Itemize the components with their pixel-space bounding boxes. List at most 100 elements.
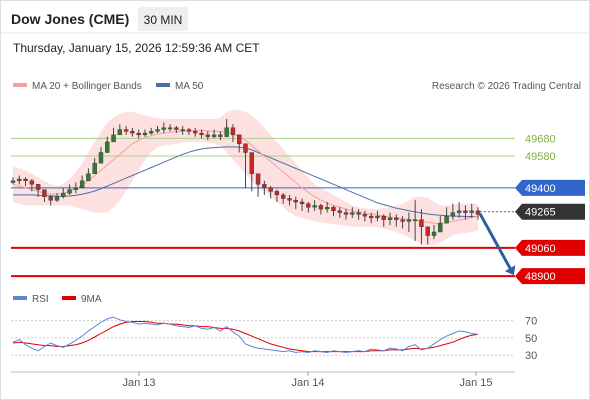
candle-body: [324, 207, 330, 210]
candle-body: [186, 129, 192, 132]
candle-body: [86, 173, 91, 181]
candle-body: [350, 212, 355, 215]
candle-body: [387, 217, 393, 220]
candle-body: [180, 129, 185, 131]
price-levels: [11, 137, 515, 278]
candle-body: [224, 127, 229, 137]
candle-body: [262, 184, 267, 189]
candle-body: [193, 131, 198, 134]
candle-body: [29, 180, 35, 185]
rsi-legend-label: RSI: [32, 294, 49, 305]
candle-body: [337, 210, 342, 213]
candle-body: [331, 207, 336, 212]
candle-body: [444, 215, 449, 224]
level-tag-48900: [515, 268, 585, 285]
x-tick-label: Jan 14: [291, 377, 324, 389]
level-label-49680: 49680: [525, 133, 556, 145]
interval-badge: 30 MIN: [144, 13, 183, 27]
copyright: Research © 2026 Trading Central: [432, 81, 581, 92]
candle-body: [356, 212, 361, 215]
ma50-legend-label: MA 50: [175, 81, 204, 92]
candle-body: [117, 129, 123, 136]
ma20-legend-swatch: [13, 83, 27, 87]
candle-body: [98, 152, 104, 164]
candle-body: [73, 187, 79, 190]
candle-body: [463, 210, 468, 213]
bollinger-bands: [13, 110, 478, 246]
instrument-title: Dow Jones (CME): [11, 11, 129, 27]
candle-body: [105, 141, 110, 153]
candle-body: [306, 203, 311, 208]
level-label-49580: 49580: [525, 151, 556, 163]
candle-body: [299, 201, 305, 204]
timestamp: Thursday, January 15, 2026 12:59:36 AM C…: [13, 41, 260, 55]
forecast-arrow-shaft: [478, 212, 512, 269]
rsi-line: [12, 316, 479, 354]
candle-body: [368, 215, 374, 219]
candle-body: [61, 192, 66, 197]
candle-body: [54, 196, 60, 201]
candle-body: [67, 189, 72, 194]
candle-body: [142, 132, 148, 136]
candle-body: [243, 143, 248, 153]
level-label-48900: 48900: [525, 271, 556, 283]
rsi-tick-label-30: 30: [525, 350, 537, 362]
rsi-legend-swatch: [13, 296, 27, 300]
candle-body: [268, 187, 273, 192]
candles: [10, 118, 481, 245]
candle-body: [123, 129, 129, 132]
candle-body: [249, 152, 254, 174]
candle-body: [287, 198, 292, 201]
candle-body: [79, 180, 85, 189]
candle-body: [255, 173, 261, 185]
level-label-49265: 49265: [525, 207, 556, 219]
candle-body: [343, 212, 349, 215]
candle-body: [450, 212, 456, 217]
candle-body: [48, 196, 53, 201]
candle-body: [10, 180, 16, 183]
level-label-49060: 49060: [525, 243, 556, 255]
candle-body: [35, 184, 41, 190]
level-tag-49060: [515, 239, 585, 256]
candle-body: [412, 219, 418, 222]
x-tick-label: Jan 15: [459, 377, 492, 389]
candle-body: [205, 134, 210, 137]
candle-body: [92, 162, 97, 174]
candle-body: [394, 217, 399, 220]
candle-body: [312, 205, 317, 208]
candle-body: [42, 189, 47, 197]
candle-body: [23, 178, 28, 181]
candle-body: [293, 200, 298, 203]
bollinger-band-area: [13, 110, 478, 246]
interval-badge-bg: [138, 7, 188, 31]
rsi-ma-legend-swatch: [62, 296, 76, 300]
candle-body: [130, 131, 135, 134]
candle-body: [230, 127, 236, 136]
candle-body: [475, 210, 481, 215]
ma20-legend-label: MA 20 + Bollinger Bands: [32, 81, 142, 92]
rsi-tick-label-70: 70: [525, 316, 537, 328]
candle-body: [318, 205, 324, 210]
ma50-legend-swatch: [156, 83, 170, 87]
candle-body: [362, 214, 368, 217]
candle-body: [161, 127, 167, 130]
level-labels: 49680 49580 49400 49265 49060 48900: [515, 133, 585, 285]
level-tag-49265: [515, 203, 585, 220]
candle-body: [174, 127, 179, 130]
x-tick-label: Jan 13: [122, 377, 155, 389]
candle-body: [17, 178, 22, 181]
candle-body: [149, 131, 154, 134]
candle-body: [155, 129, 160, 132]
candle-body: [274, 191, 280, 196]
candle-body: [111, 134, 116, 143]
candle-body: [381, 215, 386, 220]
candle-body: [218, 134, 223, 137]
candle-body: [199, 132, 204, 136]
candle-body: [281, 194, 286, 199]
candle-body: [469, 210, 474, 213]
rsi-tick-label-50: 50: [525, 333, 537, 345]
x-axis: Jan 13 Jan 14 Jan 15: [11, 371, 515, 389]
candle-body: [167, 127, 173, 130]
